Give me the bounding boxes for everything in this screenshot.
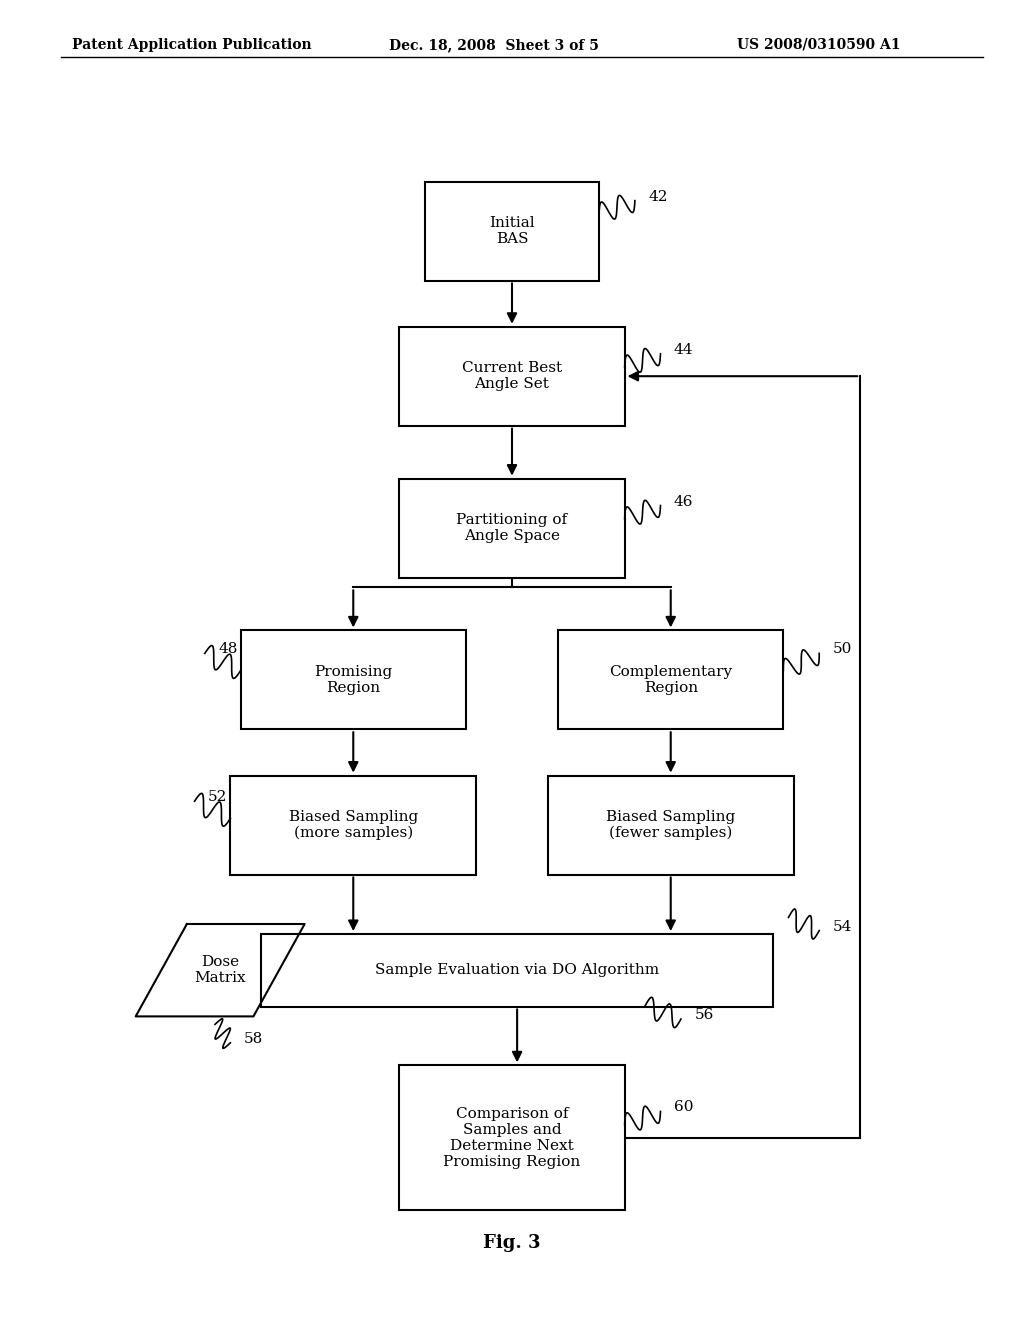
FancyBboxPatch shape [399,327,625,425]
Text: 50: 50 [833,643,852,656]
Text: Initial
BAS: Initial BAS [489,216,535,246]
FancyBboxPatch shape [548,776,794,874]
Text: Dec. 18, 2008  Sheet 3 of 5: Dec. 18, 2008 Sheet 3 of 5 [389,38,599,51]
Text: US 2008/0310590 A1: US 2008/0310590 A1 [737,38,901,51]
Text: 46: 46 [674,495,693,508]
FancyBboxPatch shape [261,935,773,1006]
FancyBboxPatch shape [230,776,476,874]
Text: Promising
Region: Promising Region [314,665,392,694]
Text: 56: 56 [694,1008,714,1022]
Text: Current Best
Angle Set: Current Best Angle Set [462,362,562,391]
Text: Patent Application Publication: Patent Application Publication [72,38,311,51]
FancyBboxPatch shape [425,181,599,281]
Text: 58: 58 [244,1032,263,1045]
Text: 60: 60 [674,1101,693,1114]
FancyBboxPatch shape [399,479,625,578]
Text: 52: 52 [208,791,227,804]
Text: 54: 54 [833,920,852,933]
Text: Complementary
Region: Complementary Region [609,665,732,694]
Text: 44: 44 [674,343,693,356]
FancyBboxPatch shape [241,631,466,729]
Text: Comparison of
Samples and
Determine Next
Promising Region: Comparison of Samples and Determine Next… [443,1106,581,1170]
Text: Fig. 3: Fig. 3 [483,1234,541,1253]
FancyBboxPatch shape [399,1065,625,1210]
Text: Dose
Matrix: Dose Matrix [195,956,246,985]
Text: Partitioning of
Angle Space: Partitioning of Angle Space [457,513,567,543]
Text: 48: 48 [218,643,238,656]
Polygon shape [135,924,305,1016]
Text: Biased Sampling
(more samples): Biased Sampling (more samples) [289,809,418,841]
Text: Biased Sampling
(fewer samples): Biased Sampling (fewer samples) [606,809,735,841]
Text: Sample Evaluation via DO Algorithm: Sample Evaluation via DO Algorithm [375,964,659,977]
Text: 42: 42 [648,190,668,203]
FancyBboxPatch shape [558,631,783,729]
